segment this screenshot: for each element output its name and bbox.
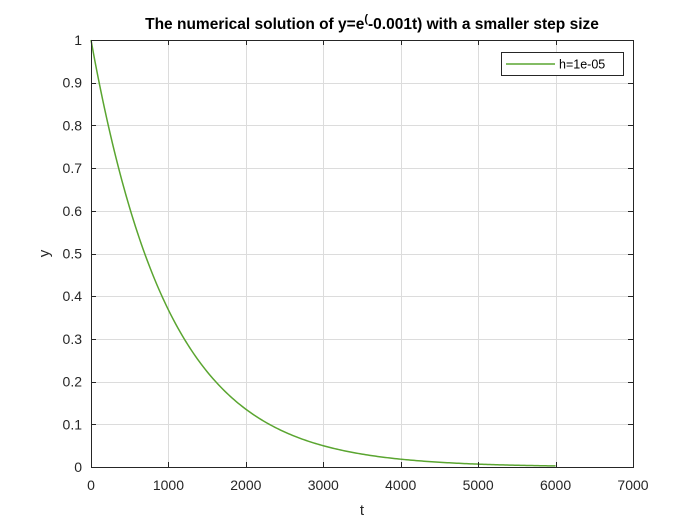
chart-title: The numerical solution of y=e(-0.001t) w… — [145, 13, 599, 33]
x-tick-label: 4000 — [385, 477, 416, 493]
y-tick-label: 0 — [74, 459, 82, 475]
x-tick-label: 1000 — [153, 477, 184, 493]
y-tick-label: 0.9 — [63, 75, 83, 91]
y-tick-label: 0.2 — [63, 374, 83, 390]
x-tick-label: 3000 — [308, 477, 339, 493]
chart-title-superscript: ( — [364, 13, 368, 25]
y-tick-label: 0.3 — [63, 331, 83, 347]
legend-entry-label: h=1e-05 — [559, 58, 605, 72]
y-tick-label: 0.8 — [63, 117, 83, 133]
y-tick-label: 0.4 — [63, 288, 83, 304]
x-tick-label: 2000 — [230, 477, 261, 493]
y-tick-label: 0.6 — [63, 203, 83, 219]
legend: h=1e-05 — [501, 52, 624, 76]
y-axis-label: y — [36, 249, 53, 257]
y-tick-label: 0.5 — [63, 246, 83, 262]
x-axis-label: t — [360, 502, 365, 519]
x-tick-label: 7000 — [617, 477, 648, 493]
plot-area — [91, 40, 633, 467]
x-tick-label: 5000 — [463, 477, 494, 493]
y-tick-label: 0.1 — [63, 416, 83, 432]
axis-ticks: 0 1000 2000 3000 4000 5000 6000 7000 0 0.1 0.2 0.3 0… — [63, 32, 649, 493]
y-tick-label: 0.7 — [63, 160, 83, 176]
y-tick-label: 1 — [74, 32, 82, 48]
legend-box — [501, 52, 624, 76]
chart-title-tail: -0.001t) with a smaller step size — [368, 16, 599, 33]
chart-title-main: The numerical solution of y=e — [145, 16, 365, 33]
x-tick-label: 0 — [87, 477, 95, 493]
x-tick-label: 6000 — [540, 477, 571, 493]
